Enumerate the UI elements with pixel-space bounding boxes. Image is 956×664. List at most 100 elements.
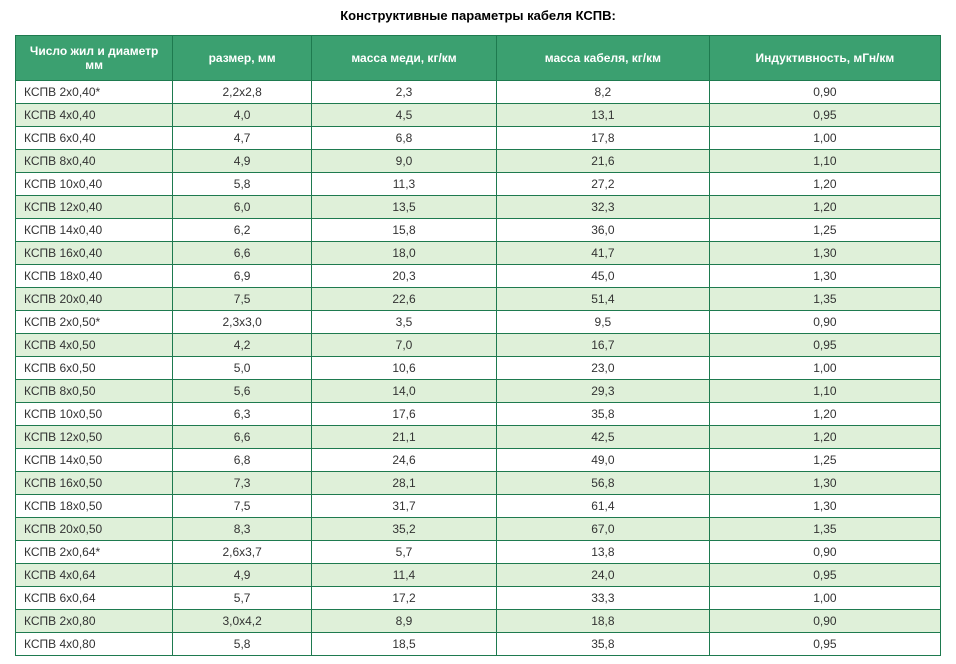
cable-params-table: Число жил и диаметр мм размер, мм масса …: [15, 35, 941, 656]
table-row: КСПВ 16х0,507,328,156,81,30: [16, 472, 941, 495]
table-cell: 56,8: [497, 472, 710, 495]
table-cell: 1,30: [709, 242, 940, 265]
table-cell: 29,3: [497, 380, 710, 403]
table-cell: 4,0: [173, 104, 312, 127]
table-cell: 33,3: [497, 587, 710, 610]
table-row: КСПВ 18х0,507,531,761,41,30: [16, 495, 941, 518]
table-cell: 4,9: [173, 150, 312, 173]
table-cell: 20,3: [312, 265, 497, 288]
table-cell: 2,2x2,8: [173, 81, 312, 104]
table-cell: 6,8: [312, 127, 497, 150]
table-cell: 2,3x3,0: [173, 311, 312, 334]
table-cell: 16,7: [497, 334, 710, 357]
table-cell: 6,3: [173, 403, 312, 426]
table-cell: 18,5: [312, 633, 497, 656]
table-cell: 6,6: [173, 242, 312, 265]
table-cell: 41,7: [497, 242, 710, 265]
table-cell: КСПВ 10х0,40: [16, 173, 173, 196]
table-cell: 7,5: [173, 288, 312, 311]
table-cell: 6,8: [173, 449, 312, 472]
table-row: КСПВ 18х0,406,920,345,01,30: [16, 265, 941, 288]
table-cell: 18,8: [497, 610, 710, 633]
table-cell: 4,9: [173, 564, 312, 587]
col-header-copper: масса меди, кг/км: [312, 36, 497, 81]
table-cell: КСПВ 12х0,40: [16, 196, 173, 219]
table-cell: 1,10: [709, 150, 940, 173]
table-row: КСПВ 6х0,645,717,233,31,00: [16, 587, 941, 610]
table-cell: 28,1: [312, 472, 497, 495]
table-cell: 6,2: [173, 219, 312, 242]
table-cell: 7,0: [312, 334, 497, 357]
table-cell: КСПВ 2х0,40*: [16, 81, 173, 104]
table-cell: 51,4: [497, 288, 710, 311]
table-cell: 13,5: [312, 196, 497, 219]
table-cell: 24,6: [312, 449, 497, 472]
table-row: КСПВ 6х0,505,010,623,01,00: [16, 357, 941, 380]
table-row: КСПВ 8х0,505,614,029,31,10: [16, 380, 941, 403]
table-cell: 27,2: [497, 173, 710, 196]
table-cell: 11,3: [312, 173, 497, 196]
header-row: Число жил и диаметр мм размер, мм масса …: [16, 36, 941, 81]
table-cell: 22,6: [312, 288, 497, 311]
table-cell: КСПВ 8х0,40: [16, 150, 173, 173]
table-row: КСПВ 2х0,803,0x4,28,918,80,90: [16, 610, 941, 633]
table-cell: 1,30: [709, 495, 940, 518]
table-cell: 49,0: [497, 449, 710, 472]
table-row: КСПВ 4х0,805,818,535,80,95: [16, 633, 941, 656]
table-cell: 13,1: [497, 104, 710, 127]
table-row: КСПВ 8х0,404,99,021,61,10: [16, 150, 941, 173]
table-cell: 1,00: [709, 357, 940, 380]
table-cell: 0,95: [709, 104, 940, 127]
table-cell: 35,8: [497, 403, 710, 426]
table-cell: 1,20: [709, 173, 940, 196]
table-cell: 0,90: [709, 81, 940, 104]
table-cell: 1,30: [709, 265, 940, 288]
table-cell: 2,3: [312, 81, 497, 104]
table-cell: 1,10: [709, 380, 940, 403]
table-cell: КСПВ 4х0,50: [16, 334, 173, 357]
table-cell: 35,2: [312, 518, 497, 541]
table-cell: 32,3: [497, 196, 710, 219]
table-cell: КСПВ 20х0,40: [16, 288, 173, 311]
table-cell: 24,0: [497, 564, 710, 587]
table-cell: КСПВ 2х0,80: [16, 610, 173, 633]
table-cell: 1,00: [709, 587, 940, 610]
table-cell: КСПВ 16х0,40: [16, 242, 173, 265]
table-row: КСПВ 4х0,404,04,513,10,95: [16, 104, 941, 127]
table-cell: 8,9: [312, 610, 497, 633]
table-cell: 2,6x3,7: [173, 541, 312, 564]
table-cell: КСПВ 2х0,64*: [16, 541, 173, 564]
table-cell: 4,2: [173, 334, 312, 357]
table-row: КСПВ 20х0,407,522,651,41,35: [16, 288, 941, 311]
table-cell: 4,7: [173, 127, 312, 150]
table-cell: КСПВ 6х0,50: [16, 357, 173, 380]
table-cell: 18,0: [312, 242, 497, 265]
table-cell: 61,4: [497, 495, 710, 518]
table-cell: КСПВ 18х0,40: [16, 265, 173, 288]
table-cell: 31,7: [312, 495, 497, 518]
table-cell: 1,25: [709, 449, 940, 472]
table-header: Число жил и диаметр мм размер, мм масса …: [16, 36, 941, 81]
table-cell: 5,8: [173, 633, 312, 656]
table-cell: КСПВ 20х0,50: [16, 518, 173, 541]
table-cell: 5,0: [173, 357, 312, 380]
table-cell: 5,8: [173, 173, 312, 196]
table-cell: 1,35: [709, 518, 940, 541]
table-cell: 0,90: [709, 541, 940, 564]
table-cell: 67,0: [497, 518, 710, 541]
table-cell: 15,8: [312, 219, 497, 242]
table-row: КСПВ 12х0,406,013,532,31,20: [16, 196, 941, 219]
table-cell: 21,1: [312, 426, 497, 449]
table-cell: 1,35: [709, 288, 940, 311]
table-cell: 45,0: [497, 265, 710, 288]
table-row: КСПВ 16х0,406,618,041,71,30: [16, 242, 941, 265]
table-cell: КСПВ 4х0,40: [16, 104, 173, 127]
table-row: КСПВ 2х0,64*2,6x3,75,713,80,90: [16, 541, 941, 564]
col-header-name: Число жил и диаметр мм: [16, 36, 173, 81]
table-cell: 0,90: [709, 610, 940, 633]
table-cell: КСПВ 6х0,64: [16, 587, 173, 610]
table-cell: 9,5: [497, 311, 710, 334]
table-row: КСПВ 14х0,406,215,836,01,25: [16, 219, 941, 242]
table-cell: 5,6: [173, 380, 312, 403]
table-cell: КСПВ 4х0,80: [16, 633, 173, 656]
